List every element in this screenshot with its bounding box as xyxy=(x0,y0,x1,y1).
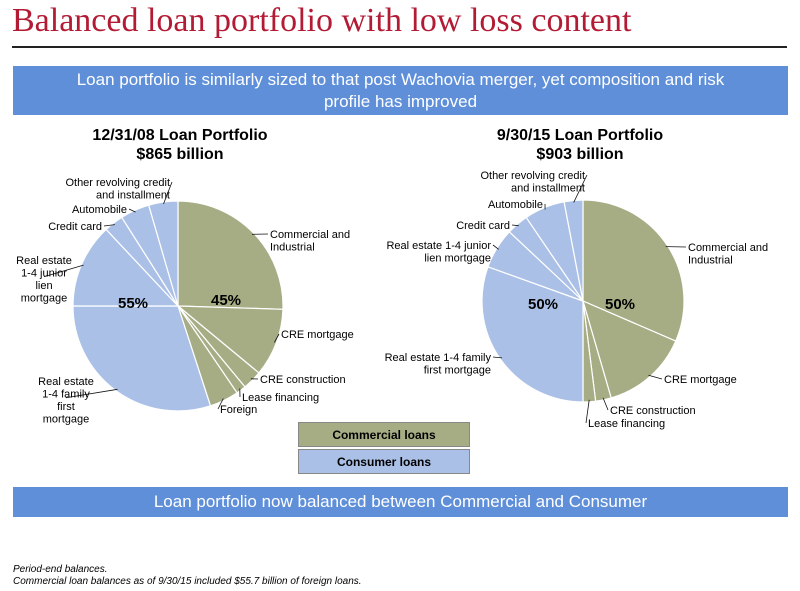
pie-slice-commercial-and-industrial xyxy=(582,199,685,342)
group-percent-consumer: 55% xyxy=(118,295,148,312)
leader-line-lease-financing xyxy=(585,399,590,424)
slice-label-commercial-and-industrial: Commercial and Industrial xyxy=(270,229,350,254)
footnote-period-end: Period-end balances. xyxy=(13,564,108,575)
slice-label-other-revolving-credit-and-installment: Other revolving credit and installment xyxy=(65,177,170,202)
leader-line-other-revolving-credit-and-installment xyxy=(163,181,173,205)
left-pie-subtitle: $865 billion xyxy=(136,146,224,163)
right-pie-subtitle: $903 billion xyxy=(536,146,624,163)
slice-label-real-estate-1-4-family-first-mortgage: Real estate 1-4 family first mortgage xyxy=(38,376,94,426)
slice-label-cre-construction: CRE construction xyxy=(260,374,346,386)
slice-label-lease-financing: Lease financing xyxy=(588,418,665,430)
slice-label-credit-card: Credit card xyxy=(456,220,510,232)
pie-slice-cre-mortgage xyxy=(176,305,284,374)
slice-label-other-revolving-credit-and-installment: Other revolving credit and installment xyxy=(480,170,585,195)
slice-label-automobile: Automobile xyxy=(72,204,127,216)
title-divider xyxy=(12,46,787,48)
leader-line-real-estate-1-4-family-first-mortgage xyxy=(492,356,503,359)
pie-slice-real-estate-1-4-junior-lien-mortgage xyxy=(72,228,180,307)
pie-slice-cre-mortgage xyxy=(582,299,677,399)
footnote-foreign-loans: Commercial loan balances as of 9/30/15 i… xyxy=(13,576,362,587)
bottom-banner: Loan portfolio now balanced between Comm… xyxy=(13,487,788,517)
leader-line-automobile xyxy=(128,208,136,213)
slice-label-cre-mortgage: CRE mortgage xyxy=(281,329,354,341)
slice-label-real-estate-1-4-junior-lien-mortgage: Real estate 1-4 junior lien mortgage xyxy=(386,240,491,265)
slice-label-commercial-and-industrial: Commercial and Industrial xyxy=(688,242,768,267)
slice-label-cre-mortgage: CRE mortgage xyxy=(664,374,737,386)
slice-label-credit-card: Credit card xyxy=(48,221,102,233)
pie-slice-other-revolving-credit-and-installment xyxy=(563,199,584,302)
leader-line-real-estate-1-4-family-first-mortgage xyxy=(65,388,118,399)
group-percent-commercial: 50% xyxy=(605,296,635,313)
leader-line-cre-construction xyxy=(602,397,609,411)
right-pie-heading: 9/30/15 Loan Portfolio $903 billion xyxy=(430,126,730,164)
page-title: Balanced loan portfolio with low loss co… xyxy=(12,2,632,39)
legend-consumer: Consumer loans xyxy=(298,449,470,474)
leader-line-credit-card xyxy=(511,224,519,227)
leader-line-foreign xyxy=(217,398,224,410)
pie-slice-real-estate-1-4-family-first-mortgage xyxy=(72,305,212,412)
leader-line-credit-card xyxy=(103,224,115,227)
slice-label-real-estate-1-4-junior-lien-mortgage: Real estate 1-4 junior lien mortgage xyxy=(16,255,72,305)
leader-line-real-estate-1-4-junior-lien-mortgage xyxy=(492,244,499,250)
leader-line-other-revolving-credit-and-installment xyxy=(573,174,588,203)
pie-slice-real-estate-1-4-family-first-mortgage xyxy=(481,266,584,403)
pie-slice-commercial-and-industrial xyxy=(177,200,284,310)
slice-label-cre-construction: CRE construction xyxy=(610,405,696,417)
slice-label-foreign: Foreign xyxy=(220,404,257,416)
pie-slice-other-revolving-credit-and-installment xyxy=(147,200,179,307)
slice-label-automobile: Automobile xyxy=(488,199,543,211)
pie-left: Commercial and Industrial CRE mortgage CRE … xyxy=(16,177,354,426)
slice-label-real-estate-1-4-family-first-mortgage: Real estate 1-4 family first mortgage xyxy=(385,352,492,377)
group-percent-consumer: 50% xyxy=(528,296,558,313)
group-percent-commercial: 45% xyxy=(211,292,241,309)
pie-right: Commercial and Industrial CRE mortgage CRE … xyxy=(385,170,768,430)
slice-label-lease-financing: Lease financing xyxy=(242,392,319,404)
top-banner: Loan portfolio is similarly sized to tha… xyxy=(13,66,788,115)
right-pie-title: 9/30/15 Loan Portfolio xyxy=(496,127,664,144)
leader-line-cre-mortgage xyxy=(274,333,280,343)
left-pie-title: 12/31/08 Loan Portfolio xyxy=(92,127,268,144)
left-pie-heading: 12/31/08 Loan Portfolio $865 billion xyxy=(30,126,330,164)
legend-commercial: Commercial loans xyxy=(298,422,470,447)
leader-line-real-estate-1-4-junior-lien-mortgage xyxy=(43,264,84,278)
leader-line-cre-mortgage xyxy=(648,374,663,380)
